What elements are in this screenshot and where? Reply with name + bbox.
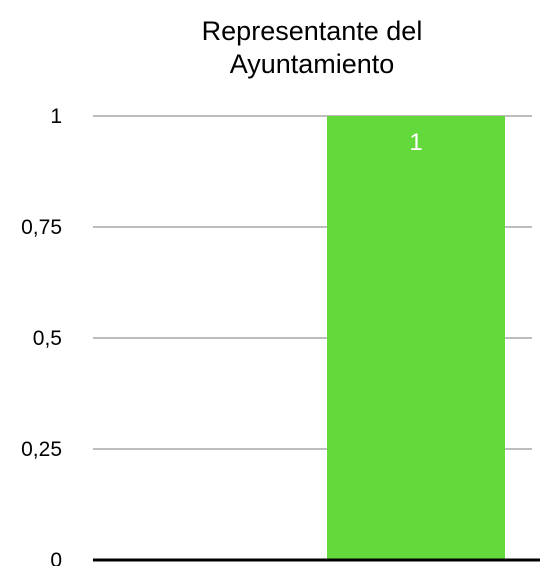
y-tick-label: 0 [50, 549, 62, 566]
bar [327, 116, 505, 560]
y-tick-label: 0,75 [21, 216, 62, 239]
bars [327, 116, 505, 560]
chart-title-line-2: Ayuntamiento [230, 49, 395, 79]
y-tick-label: 0,5 [33, 327, 62, 350]
y-tick-label: 0,25 [21, 438, 62, 461]
y-axis-tick-labels: 0 0,25 0,5 0,75 1 [21, 105, 62, 566]
bar-data-label: 1 [409, 129, 422, 156]
chart-title: Representante del Ayuntamiento [202, 16, 423, 79]
data-labels: 1 [409, 129, 422, 156]
chart-title-line-1: Representante del [202, 16, 423, 46]
y-tick-label: 1 [50, 105, 62, 128]
